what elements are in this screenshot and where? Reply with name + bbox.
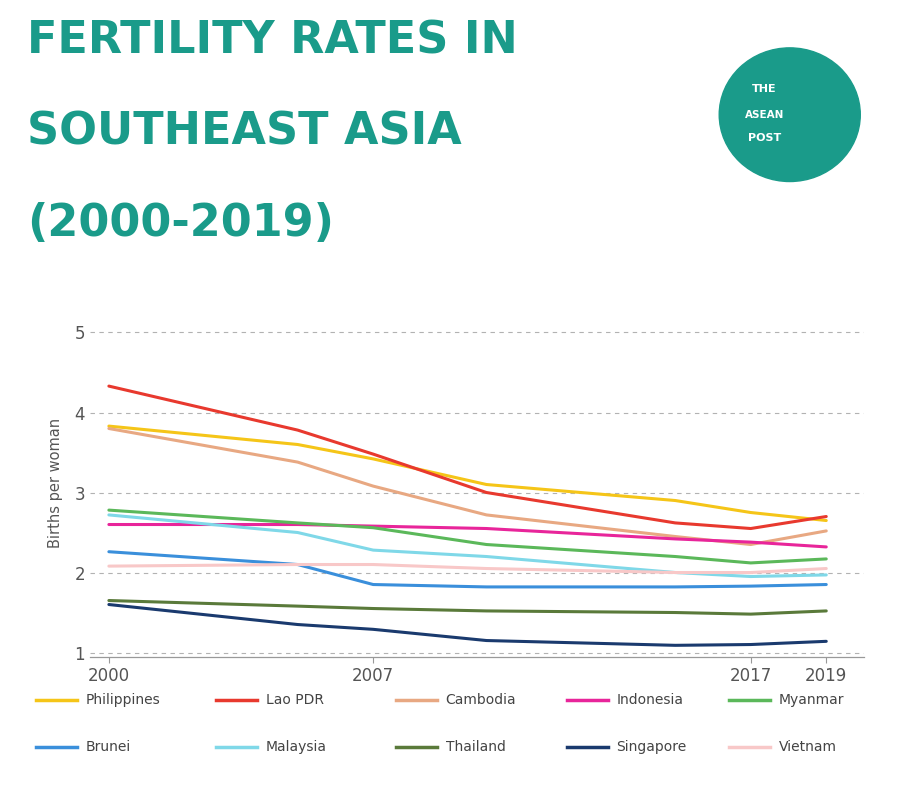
Text: (2000-2019): (2000-2019) — [27, 202, 334, 244]
Text: Philippines: Philippines — [86, 693, 160, 707]
Text: Thailand: Thailand — [446, 740, 506, 755]
Text: POST: POST — [748, 134, 781, 143]
Ellipse shape — [719, 48, 860, 181]
Text: Cambodia: Cambodia — [446, 693, 516, 707]
Text: ASEAN: ASEAN — [745, 110, 784, 119]
Text: Lao PDR: Lao PDR — [266, 693, 323, 707]
Text: FERTILITY RATES IN: FERTILITY RATES IN — [27, 20, 518, 62]
Text: SOUTHEAST ASIA: SOUTHEAST ASIA — [27, 111, 462, 153]
Text: Vietnam: Vietnam — [778, 740, 836, 755]
Text: Malaysia: Malaysia — [266, 740, 327, 755]
Text: Singapore: Singapore — [616, 740, 687, 755]
Y-axis label: Births per woman: Births per woman — [49, 418, 63, 547]
Text: Myanmar: Myanmar — [778, 693, 844, 707]
Text: Brunei: Brunei — [86, 740, 130, 755]
Text: THE: THE — [752, 85, 777, 94]
Text: Indonesia: Indonesia — [616, 693, 683, 707]
